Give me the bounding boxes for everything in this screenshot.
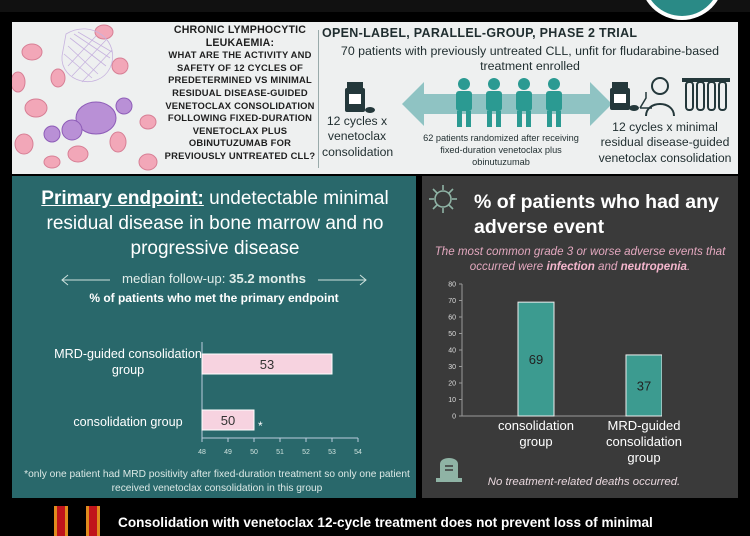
primary-xtick-label-4: 52 [302,449,310,456]
trial-description: 70 patients with previously untreated CL… [340,44,720,73]
test-tubes-icon [682,78,730,111]
ae-bar-1 [625,354,662,417]
ae-bar-0 [517,301,555,417]
primary-xtick-label-5: 53 [328,449,336,456]
primary-xtick-label-6: 54 [354,449,362,456]
trial-title: OPEN-LABEL, PARALLEL-GROUP, PHASE 2 TRIA… [322,26,638,40]
trial-design: OPEN-LABEL, PARALLEL-GROUP, PHASE 2 TRIA… [322,24,738,172]
followup: median follow-up: 35.2 months [12,271,416,286]
ae-sub-mid: and [594,260,621,273]
conclusion-bar [0,504,750,536]
research-question: CHRONIC LYMPHOCYTIC LEUKAEMIA: WHAT ARE … [160,24,320,170]
left-arm-label: 12 cycles x venetoclax consolidation [322,114,394,159]
primary-bar-0 [201,353,333,375]
cells-illustration [12,22,162,174]
primary-endpoint-panel: Primary endpoint: undetectable minimal r… [12,176,416,498]
ae-ytick-label-4: 40 [448,348,456,355]
ae-ytick-label-3: 30 [448,364,456,371]
cat-label-mrd: MRD-guided consolidation group [54,347,202,377]
ae-sub-infection: infection [546,260,595,273]
divider [318,30,319,168]
ae-cat-consolidation: consolidation group [498,418,574,449]
ae-ytick-label-8: 80 [448,282,456,289]
question-title: CHRONIC LYMPHOCYTIC LEUKAEMIA: [173,24,307,49]
ae-sub-neutropenia: neutropenia [620,260,687,273]
ae-subtitle: The most common grade 3 or worse adverse… [428,244,732,274]
ae-bar-value-0: 69 [529,352,543,367]
top-strip [0,0,750,12]
ae-ytick-label-0: 0 [452,414,456,421]
ae-ytick-label-1: 10 [448,397,456,404]
primary-bar-value-0: 53 [260,357,274,372]
primary-xtick-label-2: 50 [250,449,258,456]
conclusion-text: Consolidation with venetoclax 12-cycle t… [118,515,653,530]
randomized-note: 62 patients randomized after receiving f… [423,133,579,167]
primary-xtick-label-1: 49 [224,449,232,456]
primary-xtick-label-0: 48 [198,449,206,456]
adverse-event-panel: % of patients who had any adverse event … [422,176,738,498]
primary-bar-value-1: 50 [221,413,235,428]
primary-xtick-label-3: 51 [276,449,284,456]
followup-label: median follow-up: [122,271,230,286]
primary-chart-caption: % of patients who met the primary endpoi… [89,291,339,305]
followup-value: 35.2 months [229,271,306,286]
primary-footnote: *only one patient had MRD positivity aft… [24,469,410,494]
ae-sub-pre: The most common grade 3 or worse adverse… [434,245,726,273]
question-text: WHAT ARE THE ACTIVITY AND SAFETY OF 12 C… [164,49,316,161]
ae-sub-end: . [686,260,691,273]
ae-ytick-label-2: 20 [448,381,456,388]
ae-ytick-label-6: 60 [448,315,456,322]
ae-title: % of patients who had any adverse event [474,191,719,238]
ae-ytick-label-7: 70 [448,298,456,305]
cat-label-consolidation: consolidation group [73,415,183,429]
asterisk: * [258,419,263,433]
pill-bottle-icon-right [610,82,639,111]
scientist-icon [639,77,675,117]
pill-bottle-icon [345,82,375,113]
randomization-arrow [402,78,612,127]
ae-footer: No treatment-related deaths occurred. [487,476,681,488]
primary-title: Primary endpoint: undetectable minimal r… [22,186,408,261]
followup-arrows [61,274,367,286]
primary-title-rest: undetectable minimal residual disease in… [46,188,389,259]
ribbon-icon [54,506,100,536]
bacteria-icon [429,185,457,213]
primary-bar-chart: 53 50 48 49 50 51 52 53 54 [198,342,362,456]
right-arm-label: 12 cycles x minimal residual disease-gui… [598,120,732,165]
tombstone-icon [436,458,462,482]
primary-bar-1 [201,409,255,431]
primary-title-bold: Primary endpoint: [41,188,204,209]
ae-ytick-label-5: 50 [448,331,456,338]
ae-bar-chart: 0 10 20 30 40 50 60 70 80 69 37 [448,282,662,421]
ae-cat-mrd: MRD-guided consolidation group [606,418,682,465]
ae-bar-value-1: 37 [637,378,651,393]
